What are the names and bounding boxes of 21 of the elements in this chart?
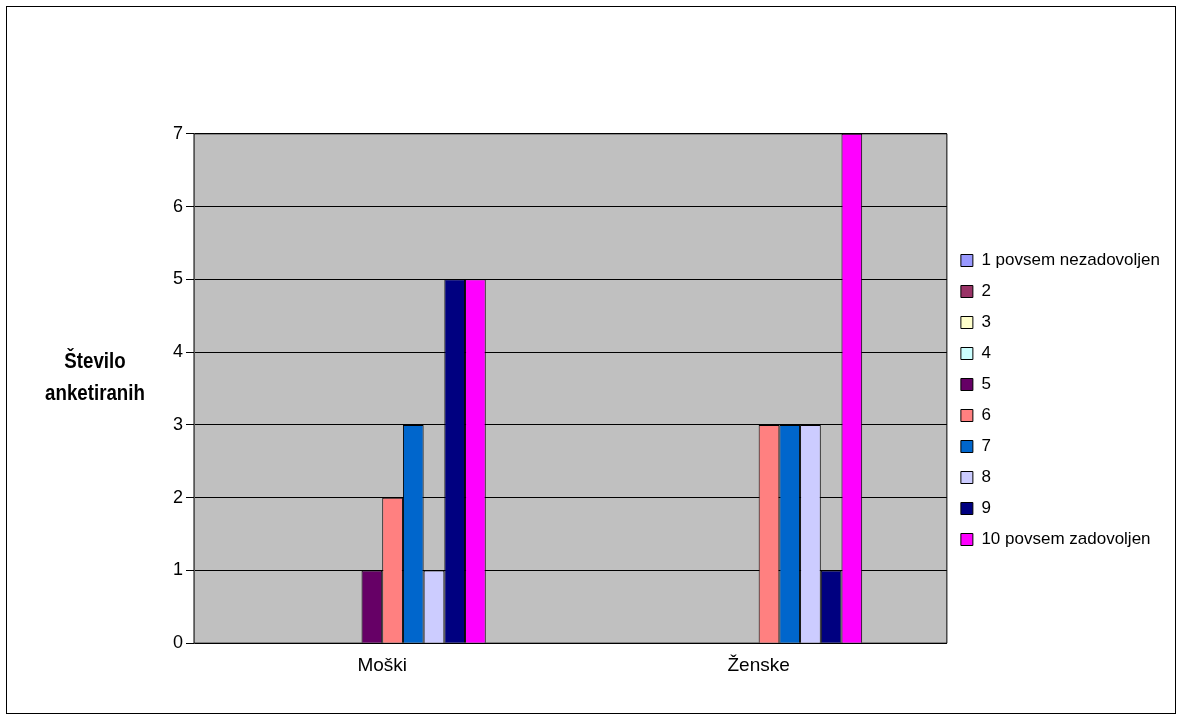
y-tick-label: 5 xyxy=(173,268,184,289)
legend-label: 10 povsem zadovoljen xyxy=(981,529,1151,549)
legend-label: 5 xyxy=(981,374,991,394)
y-tick-label: 6 xyxy=(173,195,184,216)
y-tick-label: 0 xyxy=(173,632,184,653)
legend-label: 6 xyxy=(981,405,991,425)
y-tick-label: 3 xyxy=(173,413,184,434)
legend-label: 7 xyxy=(981,436,991,456)
x-tick-label: Ženske xyxy=(727,653,790,675)
legend-label: 3 xyxy=(981,312,991,332)
y-axis-title: Število anketiranih xyxy=(44,347,146,407)
legend-label: 1 povsem nezadovoljen xyxy=(981,250,1161,270)
y-tick-label: 7 xyxy=(173,122,184,143)
legend-label: 8 xyxy=(981,467,991,487)
y-tick-label: 1 xyxy=(173,559,184,580)
x-tick-label: Moški xyxy=(357,653,408,675)
y-tick-label: 2 xyxy=(173,486,184,507)
y-tick-label: 4 xyxy=(173,341,184,362)
legend-label: 4 xyxy=(981,343,991,363)
legend-label: 2 xyxy=(981,281,991,301)
legend-label: 9 xyxy=(981,498,991,518)
